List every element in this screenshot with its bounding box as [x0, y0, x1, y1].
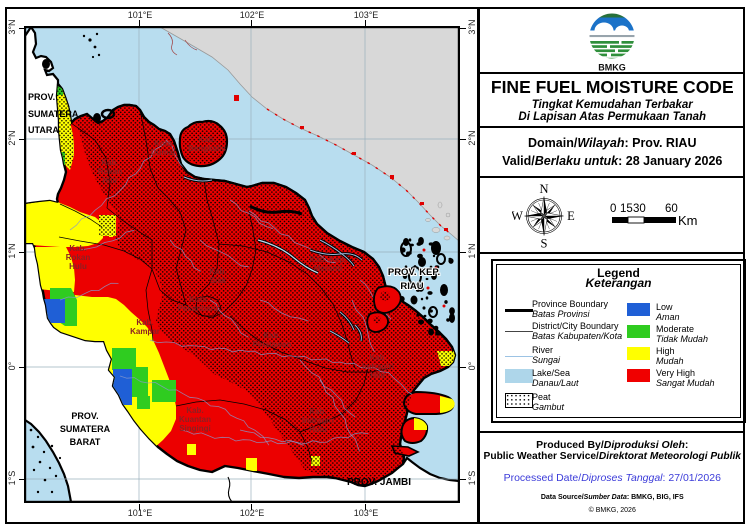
svg-text:PROV. KEP.: PROV. KEP.	[388, 267, 440, 278]
svg-text:S: S	[541, 237, 548, 251]
svg-text:Meranti: Meranti	[314, 264, 342, 273]
svg-text:Kab.: Kab.	[263, 331, 280, 340]
svg-text:Rokan: Rokan	[66, 253, 91, 262]
svg-text:W: W	[512, 209, 523, 223]
svg-text:N: N	[539, 182, 548, 196]
svg-text:Km: Km	[678, 213, 698, 228]
svg-text:RIAU: RIAU	[400, 281, 423, 292]
svg-text:Kab. Kep.: Kab. Kep.	[310, 255, 347, 264]
svg-text:Bengkalis: Bengkalis	[188, 144, 226, 153]
svg-text:Kab.: Kab.	[69, 244, 86, 253]
svg-text:Kab.: Kab.	[186, 406, 203, 415]
svg-text:Indragiri: Indragiri	[302, 416, 334, 425]
svg-text:Indragiri: Indragiri	[362, 362, 394, 371]
svg-text:Pelalawan: Pelalawan	[253, 340, 292, 349]
svg-text:15: 15	[620, 203, 633, 215]
svg-text:Hulu: Hulu	[309, 425, 327, 434]
svg-text:PROV.: PROV.	[71, 411, 98, 421]
svg-text:Kab.: Kab.	[209, 267, 226, 276]
svg-text:Hilir: Hilir	[102, 176, 118, 185]
svg-text:Singingi: Singingi	[179, 424, 211, 433]
svg-text:60: 60	[665, 203, 678, 215]
svg-text:Kampar: Kampar	[130, 327, 160, 336]
svg-text:BMKG: BMKG	[599, 62, 627, 72]
svg-text:UTARA: UTARA	[28, 125, 59, 135]
svg-text:SUMATERA: SUMATERA	[28, 109, 79, 119]
svg-text:Kab.: Kab.	[309, 407, 326, 416]
svg-text:Kab.: Kab.	[136, 318, 153, 327]
svg-text:30: 30	[633, 203, 646, 215]
svg-text:Hilir: Hilir	[370, 371, 386, 380]
svg-text:BARAT: BARAT	[70, 437, 101, 447]
svg-text:PROV. JAMBI: PROV. JAMBI	[347, 477, 411, 488]
svg-text:E: E	[567, 209, 575, 223]
svg-text:Kab.: Kab.	[101, 158, 118, 167]
svg-text:Hulu: Hulu	[69, 262, 87, 271]
svg-text:Siak: Siak	[210, 276, 227, 285]
svg-text:0: 0	[610, 203, 616, 215]
svg-text:Kab.: Kab.	[369, 353, 386, 362]
svg-text:Kota: Kota	[189, 295, 207, 304]
svg-text:Kab.: Kab.	[198, 135, 215, 144]
svg-text:Kuantan: Kuantan	[179, 415, 211, 424]
svg-text:PROV.: PROV.	[28, 92, 55, 102]
svg-text:Pekanbaru: Pekanbaru	[178, 304, 219, 313]
svg-text:SUMATERA: SUMATERA	[60, 424, 111, 434]
svg-text:Kota: Kota	[154, 139, 172, 148]
svg-text:Dumai: Dumai	[151, 148, 175, 157]
svg-text:Rokan: Rokan	[98, 167, 123, 176]
